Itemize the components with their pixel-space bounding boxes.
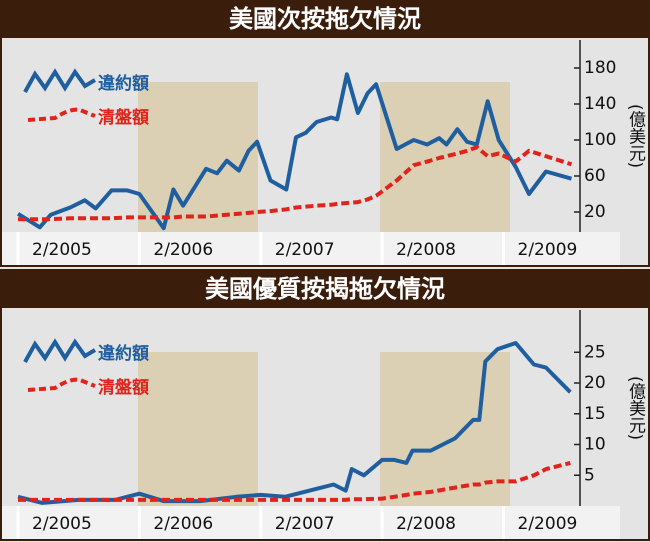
chart-title: 美國次按拖欠情況	[229, 5, 421, 33]
legend-label: 清盤額	[98, 107, 149, 128]
x-tick-label: 2/2005	[32, 240, 92, 260]
legend-icon	[27, 377, 96, 392]
y-tick-label: 20	[584, 373, 606, 393]
y-tick-label: 20	[584, 202, 606, 222]
x-axis-band	[0, 232, 620, 266]
y-tick-label: 25	[584, 342, 606, 362]
frame	[0, 0, 650, 267]
y-axis-label: (億美元)	[625, 104, 646, 168]
x-tick-label: 2/2009	[518, 514, 578, 534]
x-tick-label: 2/2007	[275, 240, 335, 260]
x-axis-band	[0, 506, 620, 540]
y-tick-label: 15	[584, 404, 606, 424]
y-tick-label: 60	[584, 166, 606, 186]
x-tick-label: 2/2006	[153, 240, 213, 260]
legend-icon	[23, 338, 97, 363]
header-bar	[0, 270, 650, 308]
legend-label: 違約額	[98, 343, 149, 364]
y-tick-label: 10	[584, 435, 606, 455]
legend-icon	[27, 107, 96, 122]
x-tick-label: 2/2007	[275, 514, 335, 534]
x-tick-label: 2/2005	[32, 514, 92, 534]
legend-icon	[23, 68, 97, 93]
shaded-period	[138, 82, 258, 232]
x-tick-label: 2/2008	[396, 240, 456, 260]
legend-label: 清盤額	[98, 377, 149, 398]
series-line	[16, 72, 573, 231]
y-tick-label: 100	[584, 130, 616, 150]
frame	[0, 269, 650, 541]
y-tick-label: 180	[584, 58, 616, 78]
x-tick-label: 2/2009	[518, 240, 578, 260]
chart-title: 美國優質按揭拖欠情況	[205, 275, 445, 303]
y-tick-label: 140	[584, 94, 616, 114]
x-tick-label: 2/2006	[153, 514, 213, 534]
legend-label: 違約額	[98, 73, 149, 94]
header-bar	[0, 0, 650, 38]
y-tick-label: 5	[584, 465, 595, 485]
series-line	[18, 145, 573, 222]
series-line	[18, 460, 571, 502]
y-axis-label: (億美元)	[625, 376, 646, 440]
x-tick-label: 2/2008	[396, 514, 456, 534]
shaded-period	[138, 352, 258, 506]
